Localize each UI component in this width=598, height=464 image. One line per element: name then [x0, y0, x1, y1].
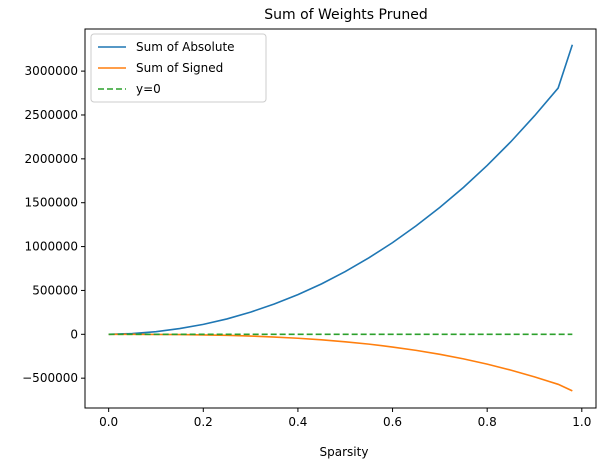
x-axis-label: Sparsity	[320, 445, 369, 459]
series-line-0	[108, 44, 574, 336]
legend-label-1: Sum of Signed	[136, 61, 223, 75]
y-tick-label: 2000000	[25, 152, 78, 166]
x-tick-label: 1.0	[572, 415, 591, 429]
legend-box	[90, 33, 267, 103]
y-tick-label: 1500000	[25, 196, 78, 210]
legend: Sum of Absolute Sum of Signed y=0	[90, 33, 267, 103]
chart-title: Sum of Weights Pruned	[264, 7, 428, 23]
y-tick-label: 1000000	[25, 240, 78, 254]
axes-layer: 0.0 0.2 0.4 0.6 0.8 1.0 −500000 0 500000 1000000 1…	[22, 28, 597, 429]
y-tick-label: 2500000	[25, 108, 78, 122]
x-tick-label: 0.6	[383, 415, 402, 429]
legend-label-0: Sum of Absolute	[136, 40, 235, 54]
plot-layer	[108, 44, 574, 392]
x-tick-label: 0.4	[288, 415, 307, 429]
x-tick-label: 0.8	[478, 415, 497, 429]
y-tick-label: 500000	[32, 283, 78, 297]
x-tick-label: 0.2	[194, 415, 213, 429]
plot-frame	[84, 28, 597, 409]
y-tick-label: 0	[70, 327, 78, 341]
legend-label-2: y=0	[136, 82, 161, 96]
x-tick-label: 0.0	[99, 415, 118, 429]
y-tick-label: −500000	[22, 371, 78, 385]
y-tick-label: 3000000	[25, 64, 78, 78]
series-line-1	[108, 333, 573, 392]
